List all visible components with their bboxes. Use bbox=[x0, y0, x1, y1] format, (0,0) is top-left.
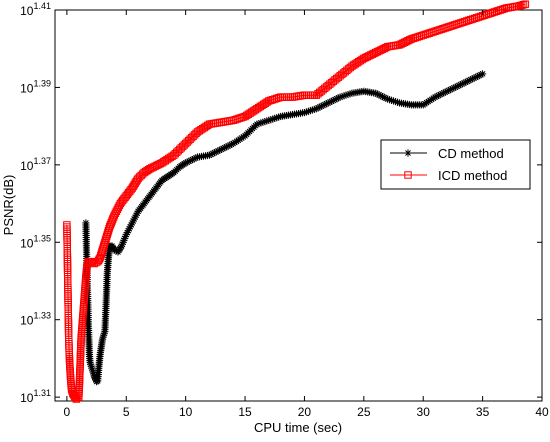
data-point bbox=[109, 215, 117, 223]
data-point bbox=[72, 395, 81, 403]
data-point bbox=[106, 221, 115, 229]
x-tick-label: 15 bbox=[238, 405, 252, 419]
data-point bbox=[101, 238, 109, 246]
legend-marker-icd bbox=[404, 171, 412, 179]
x-tick-label: 5 bbox=[123, 405, 130, 419]
x-tick-label: 25 bbox=[357, 405, 371, 419]
x-tick-label: 30 bbox=[417, 405, 431, 419]
y-tick-label: 101.39 bbox=[20, 78, 51, 95]
y-tick-label: 101.41 bbox=[20, 1, 51, 18]
data-point bbox=[101, 236, 110, 245]
y-tick-base: 10 bbox=[20, 81, 34, 95]
legend-marker-cd bbox=[404, 149, 412, 157]
legend-square-marker bbox=[404, 171, 412, 179]
legend: CD method ICD method bbox=[380, 139, 531, 190]
y-tick-base: 10 bbox=[20, 159, 34, 173]
data-point bbox=[100, 242, 108, 250]
data-point bbox=[104, 228, 112, 237]
series-icd-method bbox=[63, 0, 530, 403]
data-point bbox=[104, 226, 113, 235]
x-tick-label: 10 bbox=[179, 405, 193, 419]
y-tick-label: 101.31 bbox=[20, 388, 51, 405]
y-tick-label: 101.37 bbox=[20, 156, 51, 173]
y-tick-exponent: 1.39 bbox=[33, 78, 51, 88]
data-point bbox=[105, 225, 113, 233]
data-point bbox=[237, 114, 245, 122]
y-tick-exponent: 1.41 bbox=[33, 1, 51, 11]
y-tick-base: 10 bbox=[20, 391, 34, 405]
data-point bbox=[98, 246, 107, 254]
x-tick-label: 35 bbox=[476, 405, 490, 419]
data-point bbox=[100, 240, 108, 248]
data-point bbox=[97, 250, 106, 258]
x-tick-label: 20 bbox=[298, 405, 312, 419]
x-axis: 0 5 10 15 20 25 30 35 40 bbox=[64, 10, 549, 419]
y-tick-exponent: 1.31 bbox=[33, 388, 51, 398]
x-tick-label: 40 bbox=[535, 405, 549, 419]
legend-label-icd: ICD method bbox=[438, 168, 507, 183]
y-axis-label: PSNR(dB) bbox=[1, 175, 16, 236]
y-tick-exponent: 1.37 bbox=[33, 156, 51, 166]
y-tick-exponent: 1.33 bbox=[33, 311, 51, 321]
data-point bbox=[102, 232, 111, 241]
data-point bbox=[103, 230, 111, 239]
y-tick-label: 101.33 bbox=[20, 311, 51, 328]
x-axis-label: CPU time (sec) bbox=[254, 420, 342, 435]
data-point bbox=[105, 223, 114, 231]
data-point bbox=[96, 254, 104, 262]
legend-box bbox=[380, 139, 531, 190]
plot-frame bbox=[54, 9, 543, 402]
data-point bbox=[99, 244, 107, 252]
y-tick-base: 10 bbox=[20, 236, 34, 250]
data-point bbox=[521, 0, 530, 8]
series-layer bbox=[63, 0, 530, 403]
y-tick-base: 10 bbox=[20, 4, 34, 18]
legend-entry-cd: CD method bbox=[390, 146, 504, 161]
y-tick-exponent: 1.35 bbox=[33, 233, 51, 243]
legend-label-cd: CD method bbox=[438, 146, 504, 161]
series-cd-method bbox=[82, 70, 487, 386]
y-tick-label: 101.35 bbox=[20, 233, 51, 250]
y-tick-base: 10 bbox=[20, 314, 34, 328]
data-point bbox=[107, 219, 115, 227]
data-point bbox=[102, 234, 110, 243]
data-point bbox=[98, 248, 106, 256]
data-point bbox=[97, 252, 105, 260]
legend-asterisk-marker bbox=[404, 149, 412, 157]
legend-entry-icd: ICD method bbox=[390, 168, 507, 183]
plot-area: 0 5 10 15 20 25 30 35 40 101.31101.33101.35101.3… bbox=[20, 0, 549, 419]
data-point bbox=[479, 70, 487, 78]
data-point bbox=[108, 217, 116, 225]
x-tick-label: 0 bbox=[64, 405, 71, 419]
